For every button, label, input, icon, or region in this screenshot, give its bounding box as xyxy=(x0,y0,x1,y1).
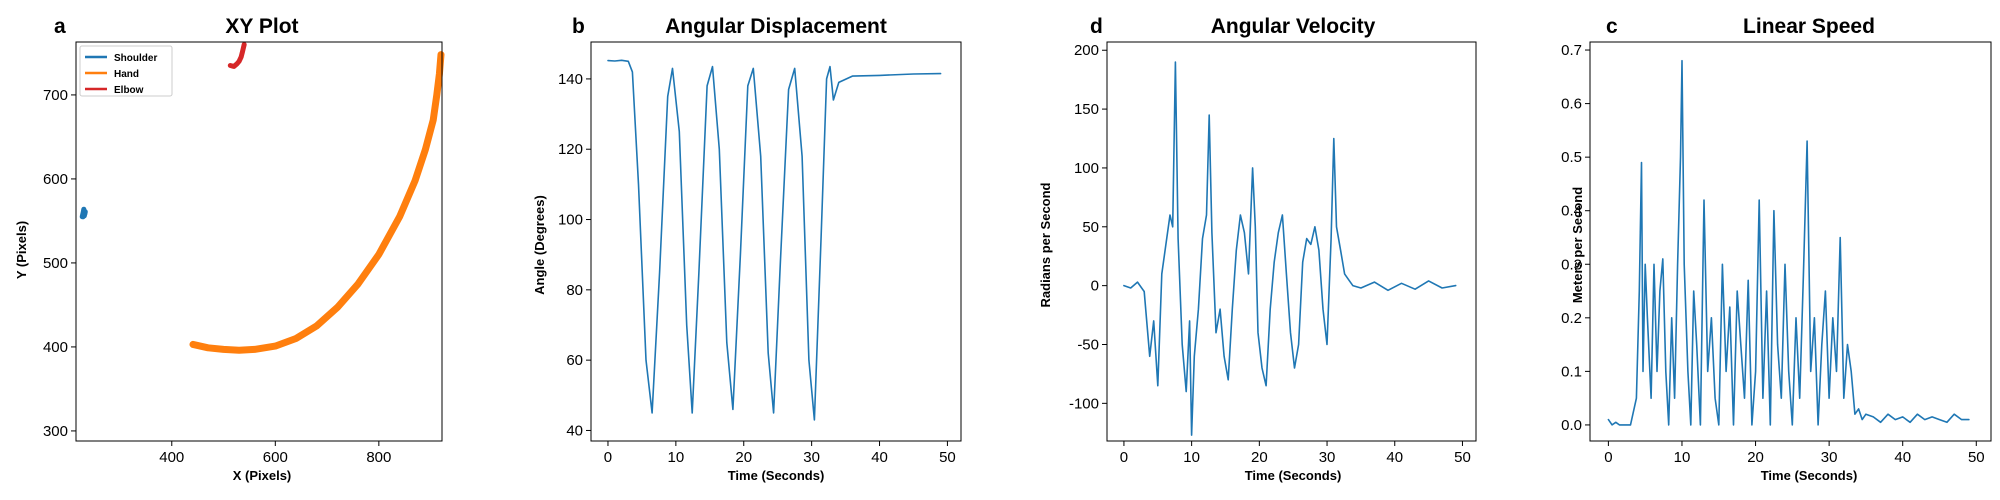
x-tick-label: 10 xyxy=(1183,449,1200,466)
panel-letter: a xyxy=(54,15,66,38)
y-tick-label: 80 xyxy=(566,282,583,299)
y-tick-label: 700 xyxy=(43,87,68,104)
series-line-main xyxy=(1607,59,1970,426)
x-tick-label: 20 xyxy=(735,449,752,466)
plot-area xyxy=(1607,59,1970,426)
y-tick-label: 100 xyxy=(558,212,583,229)
x-tick-label: 40 xyxy=(1386,449,1403,466)
chart-title: Angular Displacement xyxy=(665,15,887,38)
x-axis-label: X (Pixels) xyxy=(233,468,292,483)
y-tick-label: 0.5 xyxy=(1561,149,1582,166)
x-tick-label: 600 xyxy=(263,449,288,466)
x-tick-label: 0 xyxy=(1604,449,1612,466)
x-tick-label: 800 xyxy=(366,449,391,466)
chart-title: XY Plot xyxy=(225,15,298,38)
x-tick-label: 10 xyxy=(668,449,685,466)
x-axis-label: Time (Seconds) xyxy=(1245,468,1342,483)
y-tick-label: 0.3 xyxy=(1561,256,1582,273)
x-tick-label: 20 xyxy=(1747,449,1764,466)
legend-entry: Hand xyxy=(114,69,139,80)
y-tick-label: -50 xyxy=(1077,336,1099,353)
chart-title: Angular Velocity xyxy=(1211,15,1376,38)
y-tick-label: 140 xyxy=(558,71,583,88)
panel-letter: b xyxy=(572,15,585,38)
plot-frame xyxy=(1106,41,1477,442)
x-tick-label: 50 xyxy=(1968,449,1985,466)
panel-letter: c xyxy=(1606,15,1618,38)
x-axis-label: Time (Seconds) xyxy=(728,468,825,483)
series-line-main xyxy=(607,59,942,421)
x-tick-label: 20 xyxy=(1251,449,1268,466)
plot-frame xyxy=(75,41,443,442)
series-line-hand xyxy=(189,51,445,354)
y-tick-label: 50 xyxy=(1082,219,1099,236)
x-tick-label: 30 xyxy=(1821,449,1838,466)
x-axis-label: Time (Seconds) xyxy=(1761,468,1858,483)
plot-frame xyxy=(1589,41,1992,442)
y-tick-label: 200 xyxy=(1074,42,1099,59)
y-tick-label: 150 xyxy=(1074,101,1099,118)
panel-linear-speed: c Linear Speed Time (Seconds) Meters per… xyxy=(1561,15,1992,483)
series-line-main xyxy=(1123,61,1457,436)
panel-angular-velocity: d Angular Velocity Time (Seconds) Radian… xyxy=(1038,15,1477,483)
y-axis-label: Angle (Degrees) xyxy=(532,195,547,295)
y-tick-label: 600 xyxy=(43,171,68,188)
y-tick-label: 100 xyxy=(1074,160,1099,177)
legend-box xyxy=(79,45,173,97)
plot-area xyxy=(79,42,445,354)
y-tick-label: 500 xyxy=(43,255,68,272)
plot-frame xyxy=(590,41,962,442)
x-tick-label: 0 xyxy=(604,449,612,466)
y-tick-label: 400 xyxy=(43,339,68,356)
y-tick-label: 0.4 xyxy=(1561,203,1582,220)
x-tick-label: 50 xyxy=(1454,449,1471,466)
x-tick-label: 10 xyxy=(1674,449,1691,466)
y-tick-label: 60 xyxy=(566,352,583,369)
y-tick-label: 120 xyxy=(558,141,583,158)
x-tick-label: 30 xyxy=(803,449,820,466)
panel-angular-displacement: b Angular Displacement Time (Seconds) An… xyxy=(532,15,962,483)
y-tick-label: 0.6 xyxy=(1561,96,1582,113)
legend-entry: Shoulder xyxy=(114,53,157,64)
y-axis-label: Meters per Second xyxy=(1570,187,1585,303)
y-tick-label: 0.0 xyxy=(1561,417,1582,434)
plot-area xyxy=(1123,61,1457,436)
y-tick-label: -100 xyxy=(1069,395,1099,412)
plot-area xyxy=(607,59,942,421)
panel-letter: d xyxy=(1090,15,1103,38)
y-axis-label: Radians per Second xyxy=(1038,182,1053,307)
series-line-elbow xyxy=(227,42,247,69)
chart-title: Linear Speed xyxy=(1743,15,1875,38)
y-axis-label: Y (Pixels) xyxy=(14,221,29,279)
y-tick-label: 40 xyxy=(566,422,583,439)
x-tick-label: 40 xyxy=(1894,449,1911,466)
x-tick-label: 400 xyxy=(159,449,184,466)
panel-xy-plot: a XY Plot X (Pixels) Y (Pixels) Shoulder… xyxy=(14,15,445,483)
y-tick-label: 300 xyxy=(43,423,68,440)
y-tick-label: 0.1 xyxy=(1561,363,1582,380)
y-tick-label: 0.7 xyxy=(1561,42,1582,59)
y-tick-label: 0.2 xyxy=(1561,310,1582,327)
legend-entry: Elbow xyxy=(114,85,144,96)
x-tick-label: 0 xyxy=(1120,449,1128,466)
x-tick-label: 30 xyxy=(1319,449,1336,466)
x-tick-label: 50 xyxy=(939,449,956,466)
y-tick-label: 0 xyxy=(1091,278,1099,295)
x-tick-label: 40 xyxy=(871,449,888,466)
series-line-shoulder xyxy=(79,206,88,220)
legend: Shoulder Hand Elbow xyxy=(79,45,173,97)
